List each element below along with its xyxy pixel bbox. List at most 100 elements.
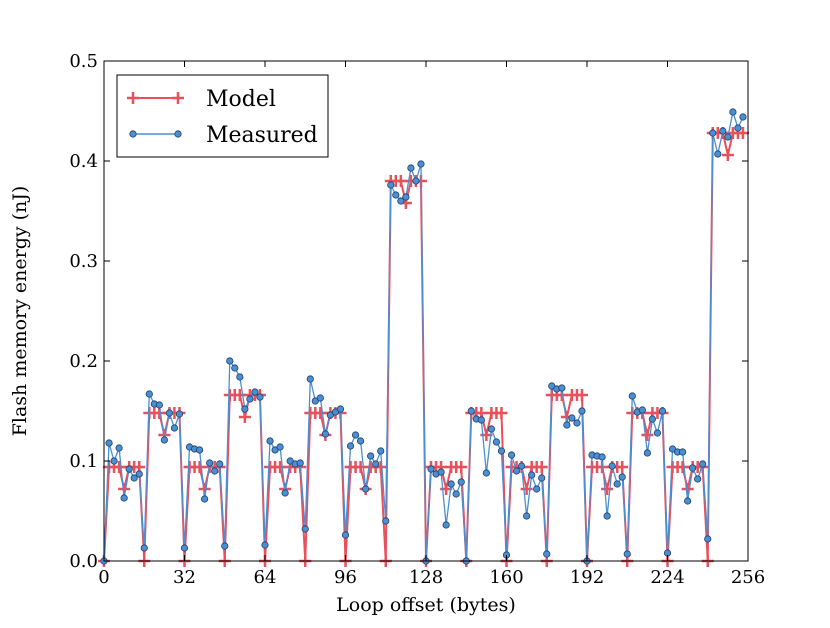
measured-point (281, 489, 289, 497)
x-tick-label: 64 (254, 567, 277, 588)
measured-point (427, 465, 435, 473)
y-tick-label: 0.1 (69, 451, 98, 472)
measured-point (135, 470, 143, 478)
measured-point (407, 164, 415, 172)
model-point (520, 483, 533, 495)
measured-point (447, 480, 455, 488)
measured-point (528, 471, 536, 479)
measured-point (195, 446, 204, 454)
model-point (233, 389, 246, 401)
measured-point (236, 373, 244, 381)
measured-point (714, 150, 722, 158)
measured-point (145, 390, 153, 398)
x-tick-label: 128 (409, 567, 443, 588)
measured-point (573, 419, 581, 427)
model-point (274, 461, 287, 473)
model-point (535, 461, 548, 473)
measured-point (739, 113, 747, 121)
model-point (193, 461, 206, 473)
y-tick-label: 0.4 (69, 151, 98, 172)
measured-point (341, 531, 350, 539)
measured-point (734, 124, 742, 132)
measured-point (563, 421, 571, 429)
measured-point (316, 394, 324, 402)
measured-point (467, 407, 475, 415)
measured-point (533, 485, 541, 493)
x-tick-label: 224 (650, 567, 684, 588)
model-point (721, 149, 734, 161)
measured-point (397, 197, 405, 205)
model-point (238, 411, 251, 423)
measured-point (206, 459, 214, 467)
legend-model-label: Model (206, 87, 276, 112)
measured-point (346, 442, 355, 450)
measured-point (457, 478, 465, 486)
x-axis-label: Loop offset (bytes) (336, 594, 516, 616)
measured-point (507, 451, 516, 459)
measured-point (437, 468, 445, 476)
model-point (455, 461, 468, 473)
model-point (113, 461, 126, 473)
model-point (354, 461, 367, 473)
measured-point (165, 409, 174, 417)
measured-point (180, 544, 189, 552)
measured-point (678, 448, 687, 456)
model-point (616, 461, 629, 473)
measured-point (140, 544, 148, 552)
measured-point (412, 177, 420, 185)
measured-point (699, 460, 707, 468)
x-tick-label: 32 (173, 567, 196, 588)
measured-point (170, 424, 179, 432)
measured-point (110, 457, 118, 465)
model-point (676, 461, 689, 473)
measured-point (417, 160, 425, 168)
legend-box (116, 74, 329, 158)
measured-point (276, 443, 284, 451)
measured-point (689, 464, 697, 472)
measured-point (372, 460, 380, 468)
measured-point (523, 512, 531, 520)
measured-point (387, 181, 395, 189)
measured-point (301, 525, 309, 533)
measured-point (578, 407, 586, 415)
measured-point (382, 517, 390, 525)
measured-point (492, 438, 501, 446)
measured-point (231, 364, 239, 372)
measured-point (246, 395, 254, 403)
measured-point (256, 393, 264, 401)
legend-measured-marker (129, 130, 182, 138)
measured-point (201, 495, 209, 503)
legend-measured-label: Measured (206, 123, 318, 148)
y-tick-label: 0.5 (69, 51, 98, 72)
measured-point (115, 444, 123, 452)
x-tick-label: 256 (731, 567, 765, 588)
measured-point (351, 431, 360, 439)
measured-point (623, 550, 631, 558)
measured-point (356, 437, 365, 445)
measured-point (392, 191, 400, 199)
measured-point (261, 541, 269, 549)
measured-point (105, 439, 113, 447)
model-point (495, 407, 508, 419)
legend-model-marker (127, 92, 184, 104)
measured-point (221, 542, 229, 550)
measured-point (694, 475, 702, 483)
measured-point (598, 453, 606, 461)
x-tick-label: 96 (334, 567, 357, 588)
measured-point (512, 467, 521, 475)
measured-point (643, 449, 651, 457)
measured-point (226, 357, 234, 365)
measured-point (704, 535, 712, 543)
model-point (314, 407, 327, 419)
measured-point (724, 133, 732, 141)
measured-point (296, 459, 304, 467)
model-point (575, 389, 588, 401)
measured-point (487, 425, 496, 433)
measured-point (618, 473, 626, 481)
measured-point (266, 437, 274, 445)
measured-point (306, 375, 314, 383)
measured-point (709, 129, 717, 137)
x-tick-label: 192 (570, 567, 604, 588)
model-point (736, 127, 749, 139)
